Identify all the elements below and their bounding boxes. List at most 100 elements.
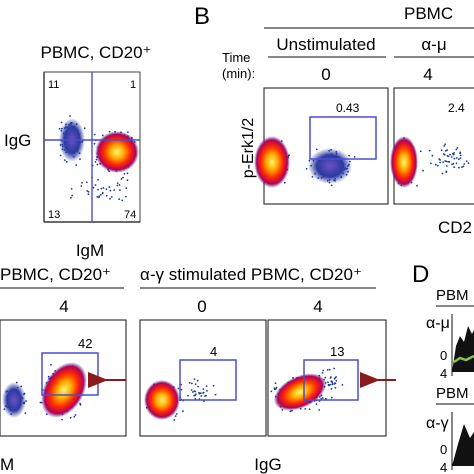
event-dot [458, 166, 460, 169]
event-dot [121, 199, 124, 202]
event-dot [96, 196, 99, 198]
event-dot [304, 408, 307, 410]
panel-c-left-time: 4 [59, 297, 68, 316]
panel-b-group-unstim: Unstimulated [276, 35, 375, 54]
event-dot [125, 195, 127, 198]
event-dot [194, 383, 197, 386]
event-dot [191, 391, 194, 393]
event-dot [80, 185, 83, 187]
event-dot [333, 382, 336, 384]
event-dot [97, 188, 99, 191]
event-dot [60, 121, 63, 124]
event-dot [334, 377, 337, 379]
event-dot [125, 187, 128, 190]
panel-a: PBMC, CD20⁺ IgG 11 1 13 74 IgM [4, 43, 152, 260]
event-dot [348, 154, 350, 157]
event-dot [122, 176, 124, 179]
panel-d-row1-tick-0: 0 [440, 348, 447, 363]
event-dot [452, 153, 455, 156]
panel-c-xlabel: IgG [254, 455, 281, 474]
event-dot [92, 186, 95, 189]
event-dot [204, 395, 206, 397]
event-dot [422, 169, 424, 172]
event-dot [444, 143, 447, 146]
panel-b: B PBMC Unstimulated α-μ Time (min): 0 4 … [194, 3, 474, 237]
event-dot [177, 387, 180, 390]
event-dot [443, 153, 446, 156]
panel-b-xlabel: CD2 [438, 218, 472, 237]
event-dot [116, 182, 119, 185]
event-dot [187, 394, 189, 397]
event-dot [182, 410, 184, 413]
event-dot [430, 162, 432, 165]
event-dot [200, 395, 203, 397]
event-dot [196, 379, 199, 382]
event-dot [118, 198, 121, 201]
panel-d-row2-label: PBM [436, 385, 469, 402]
panel-b-time-unit: (min): [222, 66, 255, 81]
event-dot [83, 127, 86, 130]
event-dot [328, 368, 331, 371]
event-dot [270, 390, 273, 393]
panel-c-right-plot-2-frame [267, 319, 387, 437]
panel-b-plot-1-population-right [308, 148, 352, 184]
event-dot [327, 381, 329, 384]
event-dot [322, 369, 325, 372]
event-dot [202, 391, 205, 394]
event-dot [120, 178, 123, 180]
event-dot [180, 388, 183, 391]
panel-b-letter: B [194, 3, 210, 30]
event-dot [102, 187, 105, 189]
panel-b-plot-1-gate [309, 116, 377, 160]
panel-b-time-label: Time [222, 50, 250, 65]
event-dot [205, 385, 208, 387]
event-dot [315, 148, 318, 151]
event-dot [113, 189, 116, 192]
event-dot [445, 171, 448, 174]
panel-a-ylabel: IgG [4, 131, 31, 150]
event-dot [214, 393, 217, 396]
panel-c-right-title: α-γ stimulated PBMC, CD20⁺ [140, 265, 362, 284]
panel-d-row2-tick-0: 0 [440, 442, 447, 457]
panel-c-right-plot-2-gate-value: 13 [330, 344, 344, 359]
event-dot [188, 382, 191, 384]
event-dot [330, 184, 333, 187]
event-dot [450, 156, 453, 158]
event-dot [202, 388, 205, 390]
panel-d-letter: D [412, 261, 429, 288]
event-dot [445, 160, 448, 163]
event-dot [74, 414, 77, 416]
quadrant-tr-value: 1 [130, 79, 136, 91]
panel-d-row2-stim: α-γ [426, 415, 449, 432]
panel-c-left-title: PBMC, CD20⁺ [0, 265, 111, 284]
event-dot [428, 149, 431, 152]
event-dot [443, 145, 446, 147]
event-dot [435, 163, 437, 166]
event-dot [173, 419, 176, 421]
event-dot [452, 162, 455, 165]
event-dot [127, 131, 129, 134]
event-dot [274, 382, 277, 384]
event-dot [431, 154, 434, 157]
panel-d-row2-tick-4: 4 [440, 460, 447, 474]
event-dot [353, 156, 356, 158]
event-dot [75, 164, 78, 167]
event-dot [305, 167, 308, 170]
event-dot [331, 383, 334, 386]
event-dot [273, 387, 276, 390]
panel-b-group-mu: α-μ [421, 35, 446, 54]
panel-b-time-0: 0 [321, 65, 330, 84]
event-dot [193, 394, 196, 397]
event-dot [419, 150, 422, 153]
event-dot [444, 150, 447, 152]
event-dot [465, 160, 468, 163]
event-dot [59, 154, 62, 157]
event-dot [448, 160, 451, 163]
event-dot [275, 386, 278, 389]
event-dot [197, 385, 200, 388]
event-dot [195, 393, 197, 395]
event-dot [39, 401, 42, 404]
event-dot [321, 372, 324, 374]
event-dot [71, 194, 74, 197]
event-dot [116, 184, 119, 187]
